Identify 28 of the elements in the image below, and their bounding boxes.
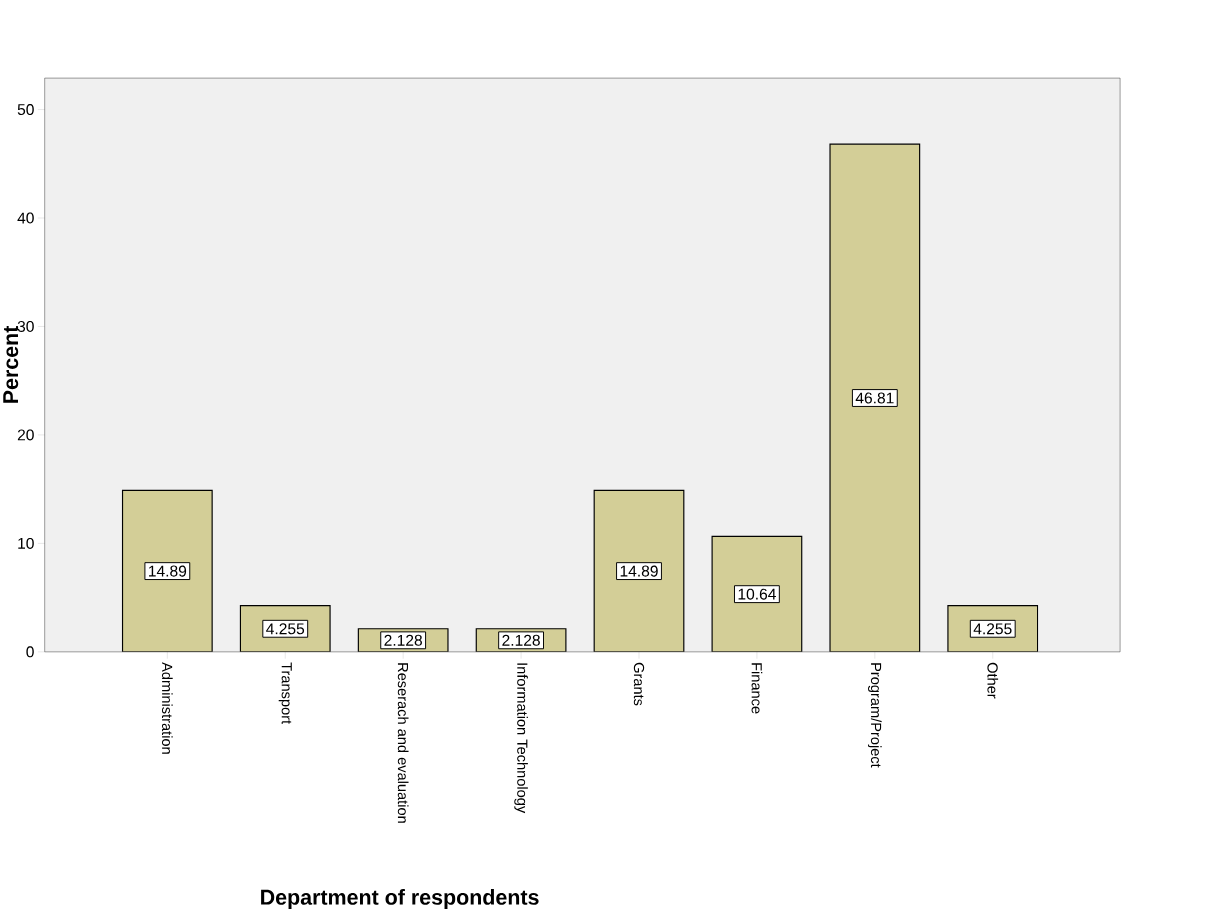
bar [830,144,920,652]
x-tick-label: Grants [633,662,645,706]
y-tick-label: 20 [17,429,34,441]
bar [712,536,802,652]
data-label: 46.81 [855,392,894,404]
x-tick-label: Administration [161,662,173,754]
data-label: 2.128 [502,634,540,646]
data-label: 4.255 [973,623,1012,635]
x-tick-label: Information Technology [514,663,528,814]
y-tick-label: 10 [18,537,34,549]
data-label: 14.89 [149,565,187,577]
bar [594,490,684,652]
data-label: 4.255 [266,623,305,635]
x-tick-label: Program/Project [868,663,882,768]
y-axis-title: Percent [3,325,19,403]
y-tick-label: 0 [26,646,34,658]
x-tick-label: Finance [751,663,763,714]
y-tick-label: 30 [17,320,34,332]
x-axis-title: Department of respondents [261,888,539,909]
y-tick-label: 40 [17,212,34,224]
data-label: 2.128 [384,634,422,646]
x-tick-label: Other [987,662,999,699]
bar [122,490,213,652]
x-tick-label: Transport [278,662,292,724]
data-label: 14.89 [620,565,658,577]
y-tick-label: 50 [17,103,34,115]
x-tick-label: Reserach and evaluation [397,663,409,823]
data-label: 10.64 [738,588,776,600]
